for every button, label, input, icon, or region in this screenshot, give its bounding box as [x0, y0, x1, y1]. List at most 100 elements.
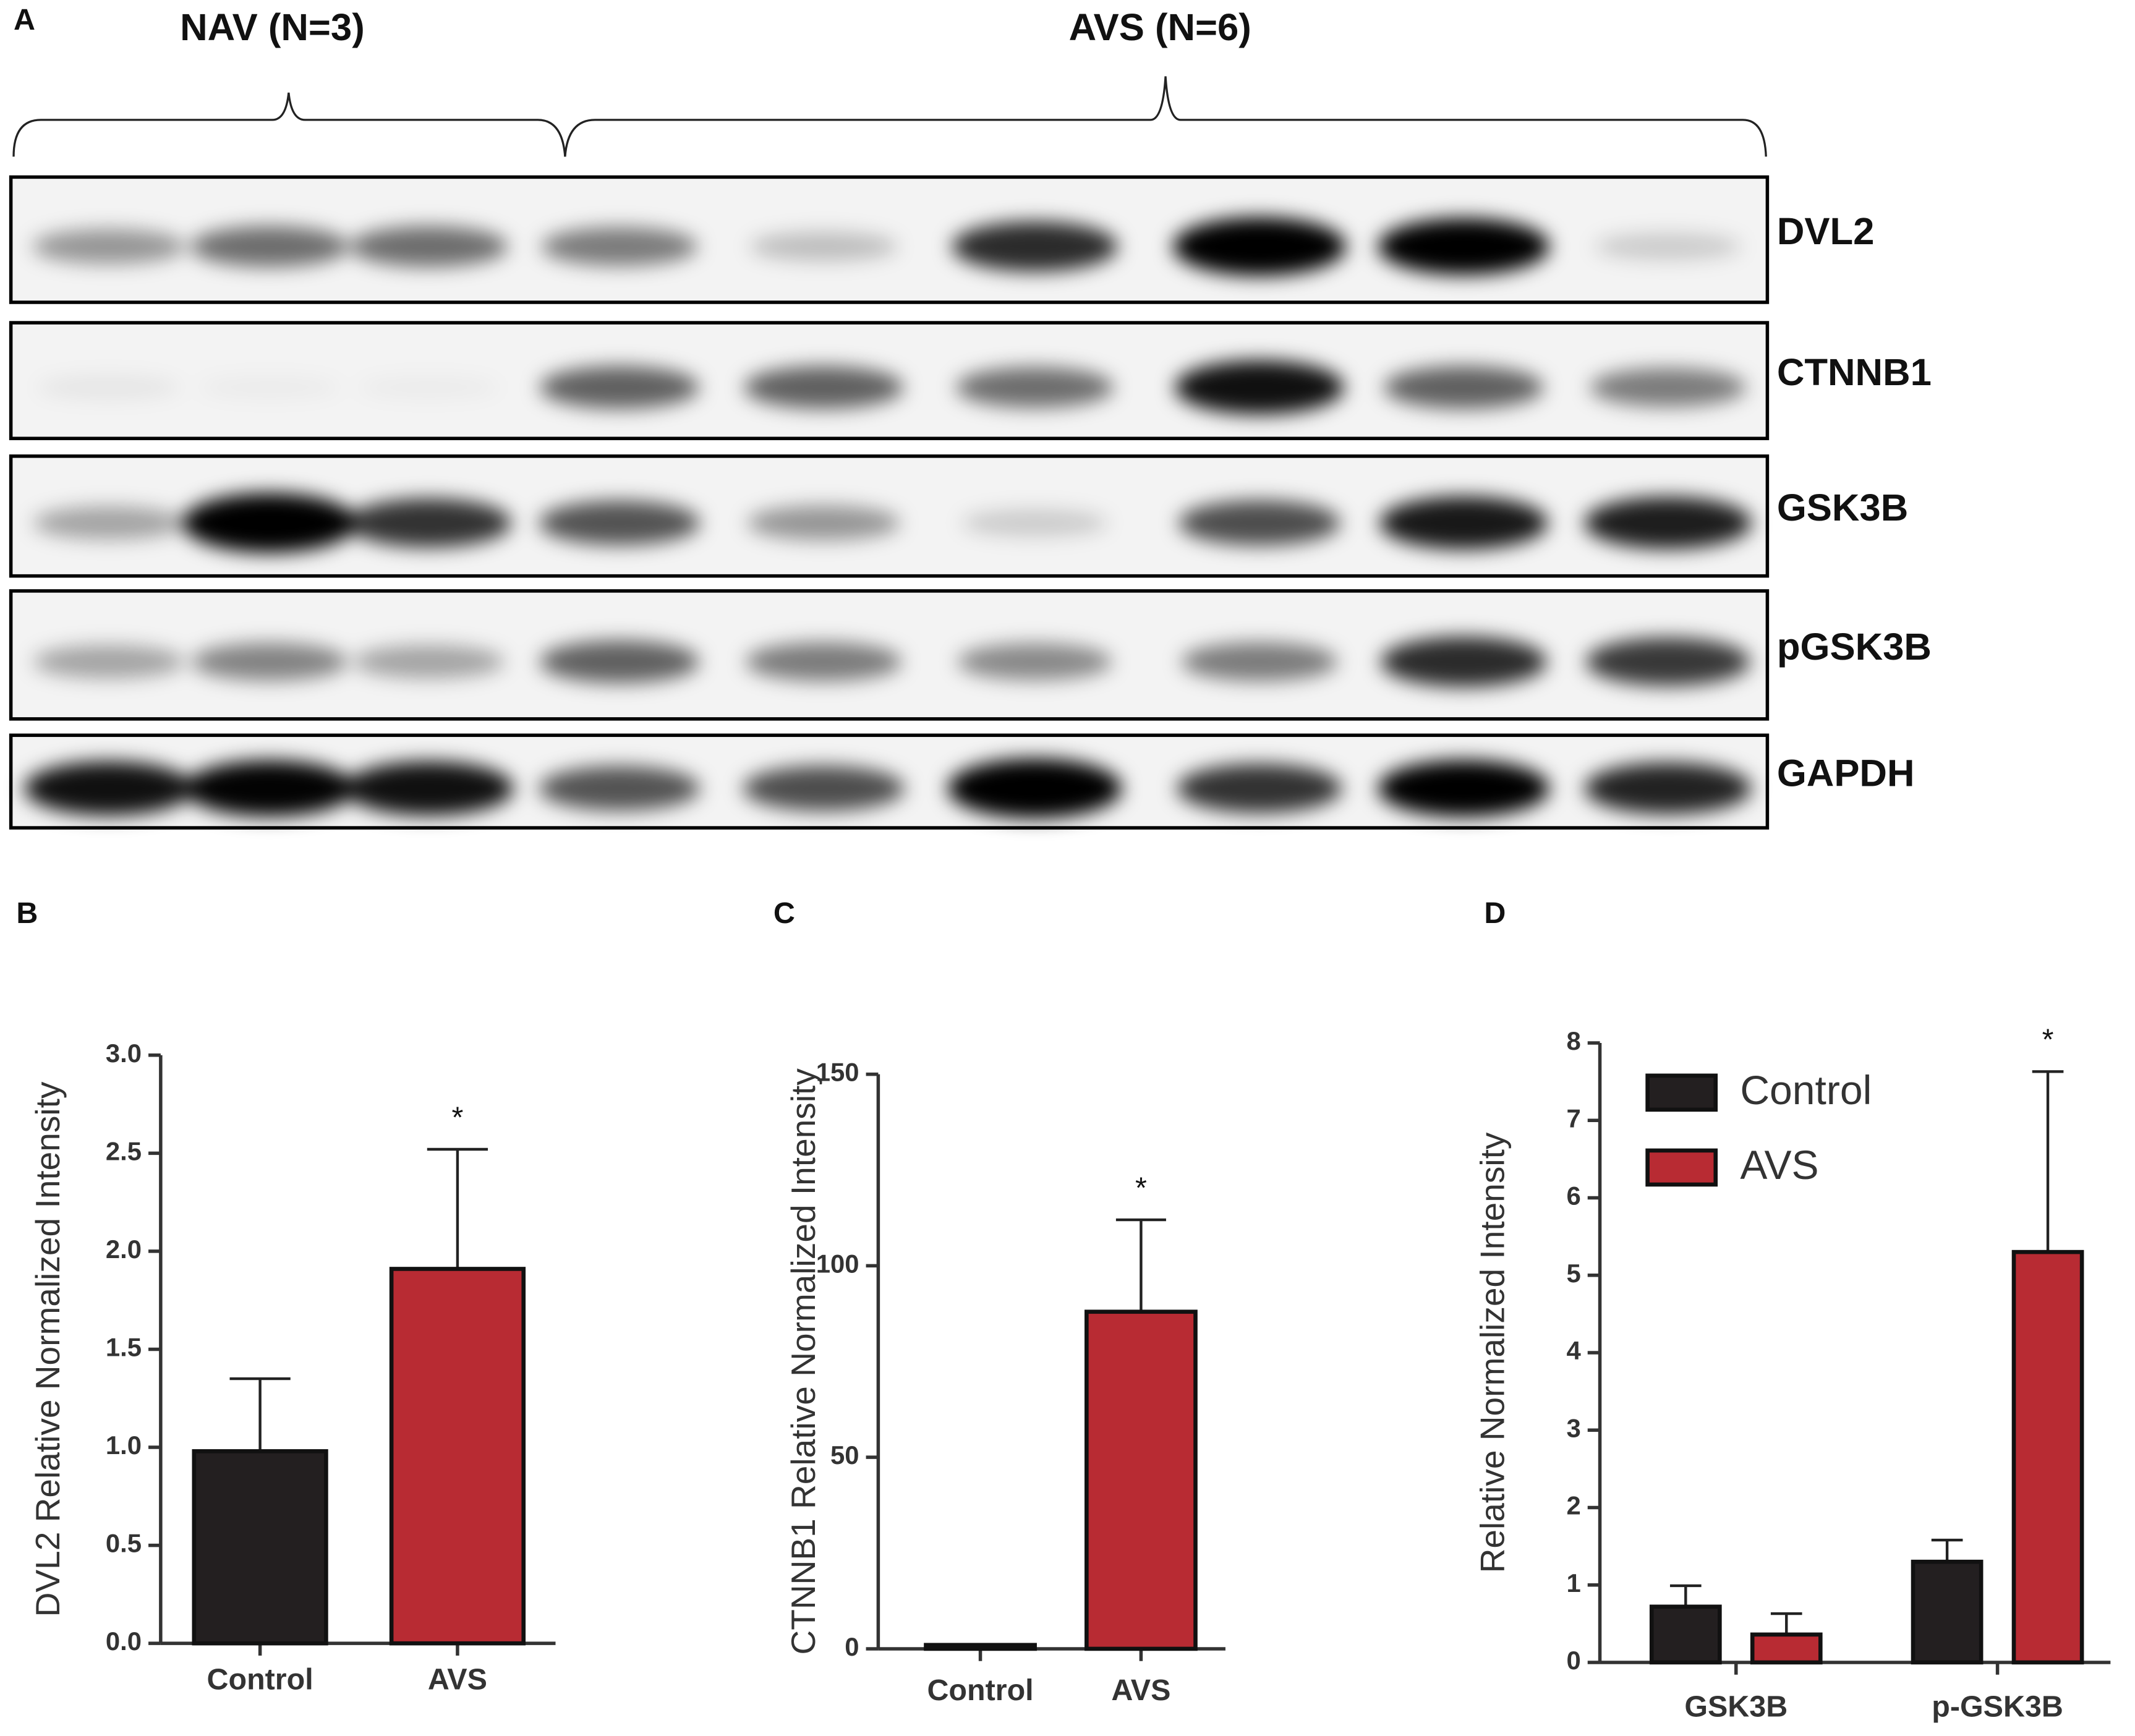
y-tick-label: 1.5 [106, 1333, 142, 1362]
y-tick-label: 5 [1566, 1259, 1580, 1288]
y-tick-label: 0 [845, 1632, 859, 1661]
legend-swatch [1645, 1073, 1718, 1112]
band [743, 765, 905, 811]
panel-letter: A [14, 3, 35, 36]
panel-letter: C [773, 896, 795, 930]
protein-label: GAPDH [1777, 752, 1915, 795]
band [539, 366, 700, 409]
group-label: AVS (N=6) [1069, 6, 1251, 49]
bar [389, 1267, 526, 1646]
band [947, 758, 1122, 819]
band [1590, 368, 1747, 407]
significance: * [451, 1100, 463, 1134]
band [353, 645, 505, 679]
bar [924, 1643, 1037, 1651]
band [961, 509, 1109, 537]
significance: * [1135, 1171, 1147, 1204]
band [745, 642, 902, 681]
x-tick-label: p-GSK3B [1932, 1690, 2063, 1724]
band [541, 227, 698, 266]
panel-letter: B [16, 896, 38, 930]
y-tick-label: 150 [816, 1058, 859, 1087]
significance: * [2042, 1023, 2054, 1057]
band [539, 500, 701, 545]
band [33, 506, 185, 540]
band [1584, 762, 1752, 814]
band [1175, 360, 1344, 415]
x-tick-label: AVS [428, 1663, 487, 1696]
y-tick-label: 2.5 [106, 1136, 142, 1165]
legend-label: AVS [1740, 1142, 1818, 1188]
legend-swatch [1645, 1148, 1718, 1187]
blot: DVL2 CTNNB1 GSK3B pGSK3B GAPDH [9, 175, 1932, 830]
band [744, 366, 904, 409]
band [357, 376, 500, 399]
y-tick-label: 0.0 [106, 1627, 142, 1656]
band [349, 226, 508, 267]
y-tick-label: 6 [1566, 1181, 1580, 1211]
blot-frame [9, 733, 1770, 830]
bar [192, 1449, 328, 1646]
x-tick-label: Control [207, 1663, 313, 1696]
band [957, 643, 1112, 681]
band [184, 760, 356, 817]
y-tick-label: 4 [1566, 1336, 1581, 1365]
band [344, 761, 514, 815]
bands [33, 636, 1750, 687]
band [198, 376, 341, 399]
band [1181, 642, 1338, 681]
bar [1750, 1632, 1823, 1665]
y-tick-label: 0 [1566, 1646, 1580, 1675]
protein-label: CTNNB1 [1777, 351, 1932, 394]
y-axis-title: CTNNB1 Relative Normalized Intensity [784, 1068, 822, 1655]
y-axis-title: Relative Normalized Intensity [1473, 1132, 1512, 1573]
bands [37, 360, 1747, 415]
x-tick-label: GSK3B [1684, 1690, 1788, 1724]
band [1379, 496, 1548, 550]
band [1584, 496, 1752, 550]
band [1378, 760, 1550, 817]
band [1178, 500, 1340, 546]
bar [1085, 1309, 1198, 1651]
protein-label: DVL2 [1777, 210, 1875, 253]
blot-frame [9, 321, 1770, 440]
y-tick-label: 1 [1566, 1568, 1580, 1598]
legend-label: Control [1740, 1067, 1872, 1113]
y-tick-label: 0.5 [106, 1529, 142, 1558]
y-tick-label: 3.0 [106, 1039, 142, 1068]
y-tick-label: 8 [1566, 1026, 1580, 1055]
x-tick-label: AVS [1111, 1674, 1170, 1707]
bracket [564, 76, 1767, 157]
blot-frame [9, 589, 1770, 721]
band [539, 640, 700, 683]
bands [33, 493, 1752, 553]
band [1378, 218, 1550, 275]
band [182, 493, 357, 553]
band [32, 229, 185, 265]
protein-label: GSK3B [1777, 487, 1908, 529]
blot-frame [9, 175, 1770, 304]
band [952, 221, 1118, 272]
band [24, 761, 194, 815]
band [37, 375, 181, 399]
y-tick-label: 3 [1566, 1413, 1580, 1442]
protein-label: pGSK3B [1777, 626, 1932, 668]
band [192, 642, 347, 681]
band [749, 231, 898, 262]
y-tick-label: 2.0 [106, 1235, 142, 1264]
y-tick-label: 2 [1566, 1491, 1580, 1520]
bar [2011, 1249, 2084, 1665]
panel-letter: D [1484, 896, 1506, 930]
y-axis-title: DVL2 Relative Normalized Intensity [28, 1081, 67, 1617]
band [33, 645, 185, 679]
band [1172, 217, 1347, 276]
band [747, 505, 901, 541]
y-tick-label: 7 [1566, 1104, 1580, 1133]
bar [1649, 1604, 1722, 1665]
x-tick-label: Control [927, 1674, 1033, 1707]
band [1177, 764, 1342, 813]
band [190, 226, 349, 267]
y-tick-label: 1.0 [106, 1431, 142, 1460]
band [1595, 232, 1742, 260]
